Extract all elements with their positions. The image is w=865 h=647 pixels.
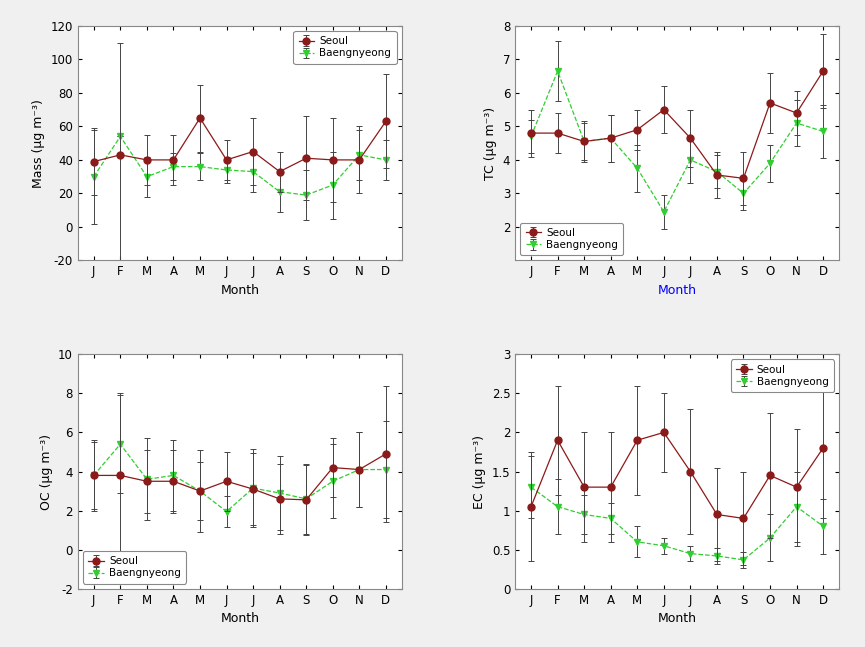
Y-axis label: EC (μg m⁻³): EC (μg m⁻³): [473, 435, 486, 509]
Y-axis label: TC (μg m⁻³): TC (μg m⁻³): [484, 107, 497, 180]
X-axis label: Month: Month: [657, 612, 696, 625]
X-axis label: Month: Month: [221, 284, 260, 297]
X-axis label: Month: Month: [657, 284, 696, 297]
Y-axis label: OC (μg m⁻³): OC (μg m⁻³): [40, 433, 53, 509]
Y-axis label: Mass (μg m⁻³): Mass (μg m⁻³): [32, 99, 45, 188]
X-axis label: Month: Month: [221, 612, 260, 625]
Legend: Seoul, Baengnyeong: Seoul, Baengnyeong: [83, 551, 186, 584]
Legend: Seoul, Baengnyeong: Seoul, Baengnyeong: [521, 223, 624, 255]
Legend: Seoul, Baengnyeong: Seoul, Baengnyeong: [293, 31, 396, 63]
Legend: Seoul, Baengnyeong: Seoul, Baengnyeong: [731, 360, 834, 392]
